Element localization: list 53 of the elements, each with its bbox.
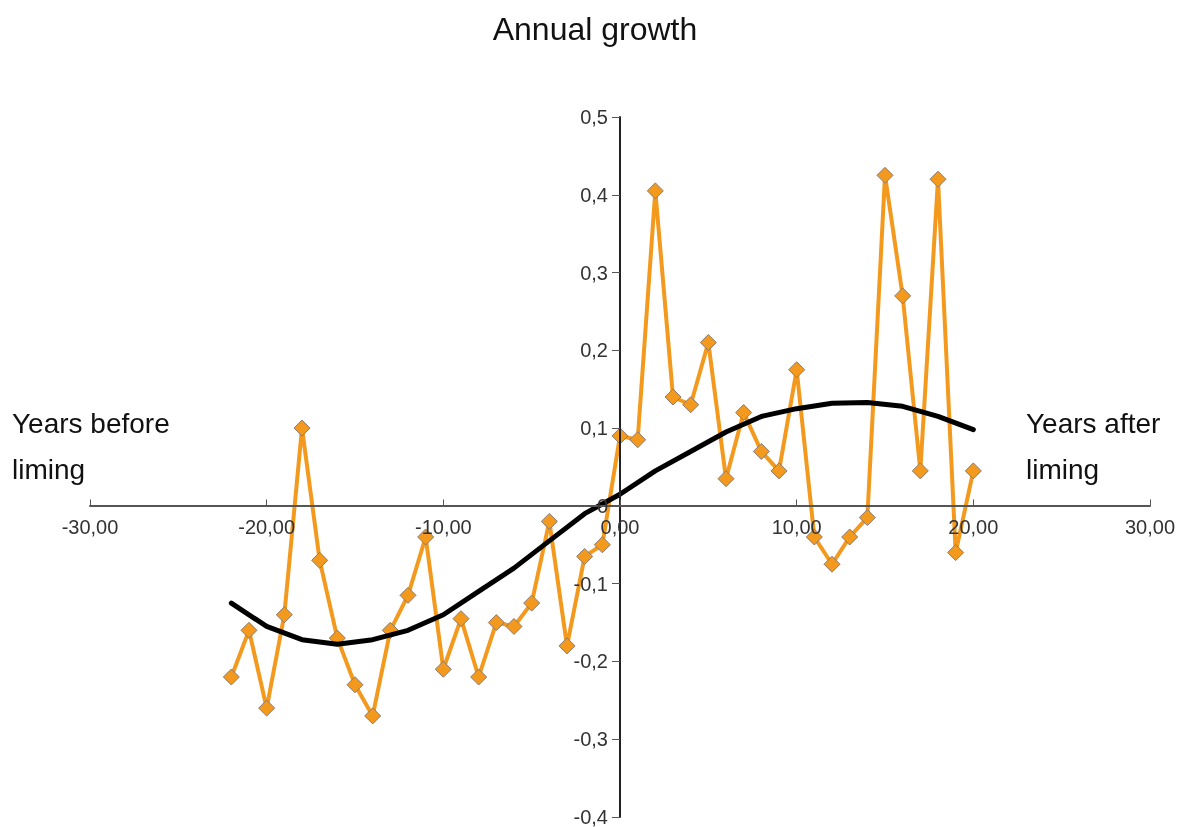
point (717, 470, 735, 488)
chart-title: Annual growth (492, 11, 698, 47)
y-tick-label: 0,5 (580, 106, 608, 128)
point (770, 462, 788, 480)
point (470, 668, 488, 686)
y-tick-label: -0,3 (573, 728, 608, 751)
y-tick-label: -0,2 (573, 650, 608, 673)
point (346, 676, 364, 694)
y-tick-label: 0,4 (580, 183, 608, 206)
point (911, 462, 929, 480)
point (964, 462, 982, 480)
point (823, 555, 841, 573)
point (523, 594, 541, 612)
point (858, 509, 876, 527)
y-tick-label: 0,3 (580, 261, 608, 284)
x-tick-label: -30,00 (61, 516, 119, 539)
point (558, 637, 576, 655)
point (540, 512, 558, 530)
point (646, 182, 664, 200)
point (593, 536, 611, 554)
x-tick-label: 30,00 (1124, 516, 1176, 539)
point (735, 404, 753, 422)
point (293, 419, 311, 437)
point (682, 396, 700, 414)
point (487, 614, 505, 632)
y-tick-label: 0 (596, 494, 608, 517)
point (222, 668, 240, 686)
point (452, 610, 470, 628)
point (876, 166, 894, 184)
y-tick-label: 0,1 (580, 417, 608, 440)
point (752, 442, 770, 460)
point (576, 547, 594, 565)
point (505, 617, 523, 635)
point (434, 660, 452, 678)
point (894, 287, 912, 305)
point (788, 361, 806, 379)
point (664, 388, 682, 406)
point (699, 334, 717, 352)
annotation: Years after liming (1026, 407, 1169, 485)
point (629, 431, 647, 449)
point (841, 528, 859, 546)
point (947, 544, 965, 562)
point (399, 586, 417, 604)
point (364, 707, 382, 725)
point (311, 551, 329, 569)
point (258, 699, 276, 717)
y-tick-label: 0,2 (580, 339, 608, 362)
point (929, 170, 947, 188)
y-tick-label: -0,4 (573, 806, 608, 827)
point (240, 621, 258, 639)
annotation: Years before liming (12, 407, 178, 485)
x-tick-label: -10,00 (414, 516, 472, 539)
point (275, 606, 293, 624)
